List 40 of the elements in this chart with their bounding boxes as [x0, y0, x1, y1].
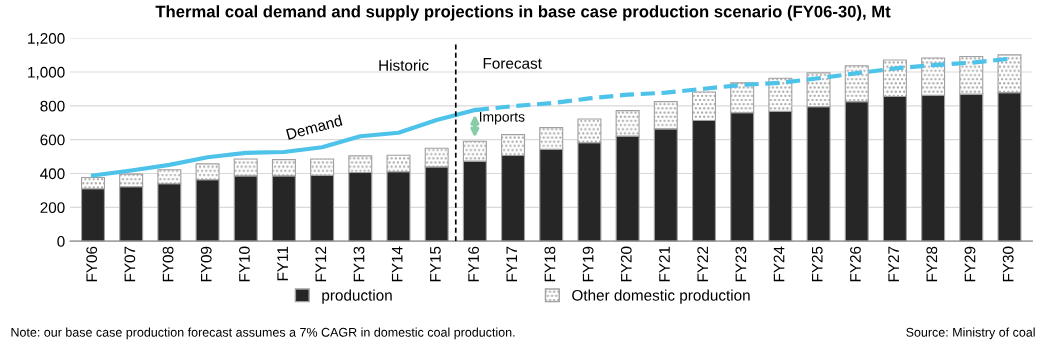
x-tick-label: FY09 — [200, 246, 212, 282]
x-tick-label: FY15 — [430, 246, 441, 282]
x-tick-label: FY20 — [620, 246, 632, 282]
y-tick-label: 400 — [40, 168, 65, 180]
x-tick-label: FY18 — [544, 246, 556, 282]
x-tick-label: FY30 — [1002, 246, 1014, 282]
source-note: Source: Ministry of coal — [906, 327, 1035, 340]
x-tick-label: FY11 — [277, 246, 288, 281]
x-tick-label: FY28 — [926, 246, 938, 282]
y-tick-label: 800 — [40, 100, 65, 112]
text: Note: our base case production forecast assumes a 7% CAGR in domestic coal production. — [11, 327, 515, 340]
annotation: Historic — [379, 59, 429, 71]
x-tick-label: FY26 — [850, 246, 861, 282]
legend-label: Other domestic production — [572, 289, 750, 304]
y-tick-label: 0 — [57, 236, 65, 247]
x-tick-label: FY07 — [124, 246, 136, 282]
x-tick-label: FY24 — [773, 246, 785, 282]
x-tick-label: FY27 — [888, 246, 899, 282]
x-tick-label: FY29 — [964, 246, 976, 282]
x-tick-label: FY16 — [468, 246, 479, 282]
y-tick-label: 600 — [40, 134, 65, 146]
x-tick-label: FY25 — [811, 246, 823, 282]
x-tick-label: FY06 — [86, 246, 98, 282]
x-tick-label: FY10 — [239, 246, 250, 282]
y-tick-label: 1,200 — [28, 33, 65, 46]
x-tick-label: FY21 — [659, 246, 670, 282]
x-tick-label: FY13 — [353, 246, 365, 282]
chart-title: Thermal coal demand and supply projections in base case production scenario (FY06-30), Mt — [155, 5, 891, 21]
y-tick-label: 200 — [40, 202, 65, 214]
x-tick-label: FY08 — [162, 246, 174, 282]
x-tick-label: FY14 — [391, 246, 403, 282]
annotation: Forecast — [483, 58, 542, 69]
x-tick-label: FY17 — [506, 246, 518, 282]
legend-label: production — [322, 289, 392, 304]
x-tick-label: FY22 — [697, 246, 708, 282]
x-tick-label: FY12 — [315, 246, 327, 282]
x-tick-label: FY23 — [735, 246, 747, 282]
y-tick-label: 1,000 — [28, 66, 65, 80]
annotation: Imports — [479, 112, 525, 125]
x-tick-label: FY19 — [582, 246, 594, 282]
